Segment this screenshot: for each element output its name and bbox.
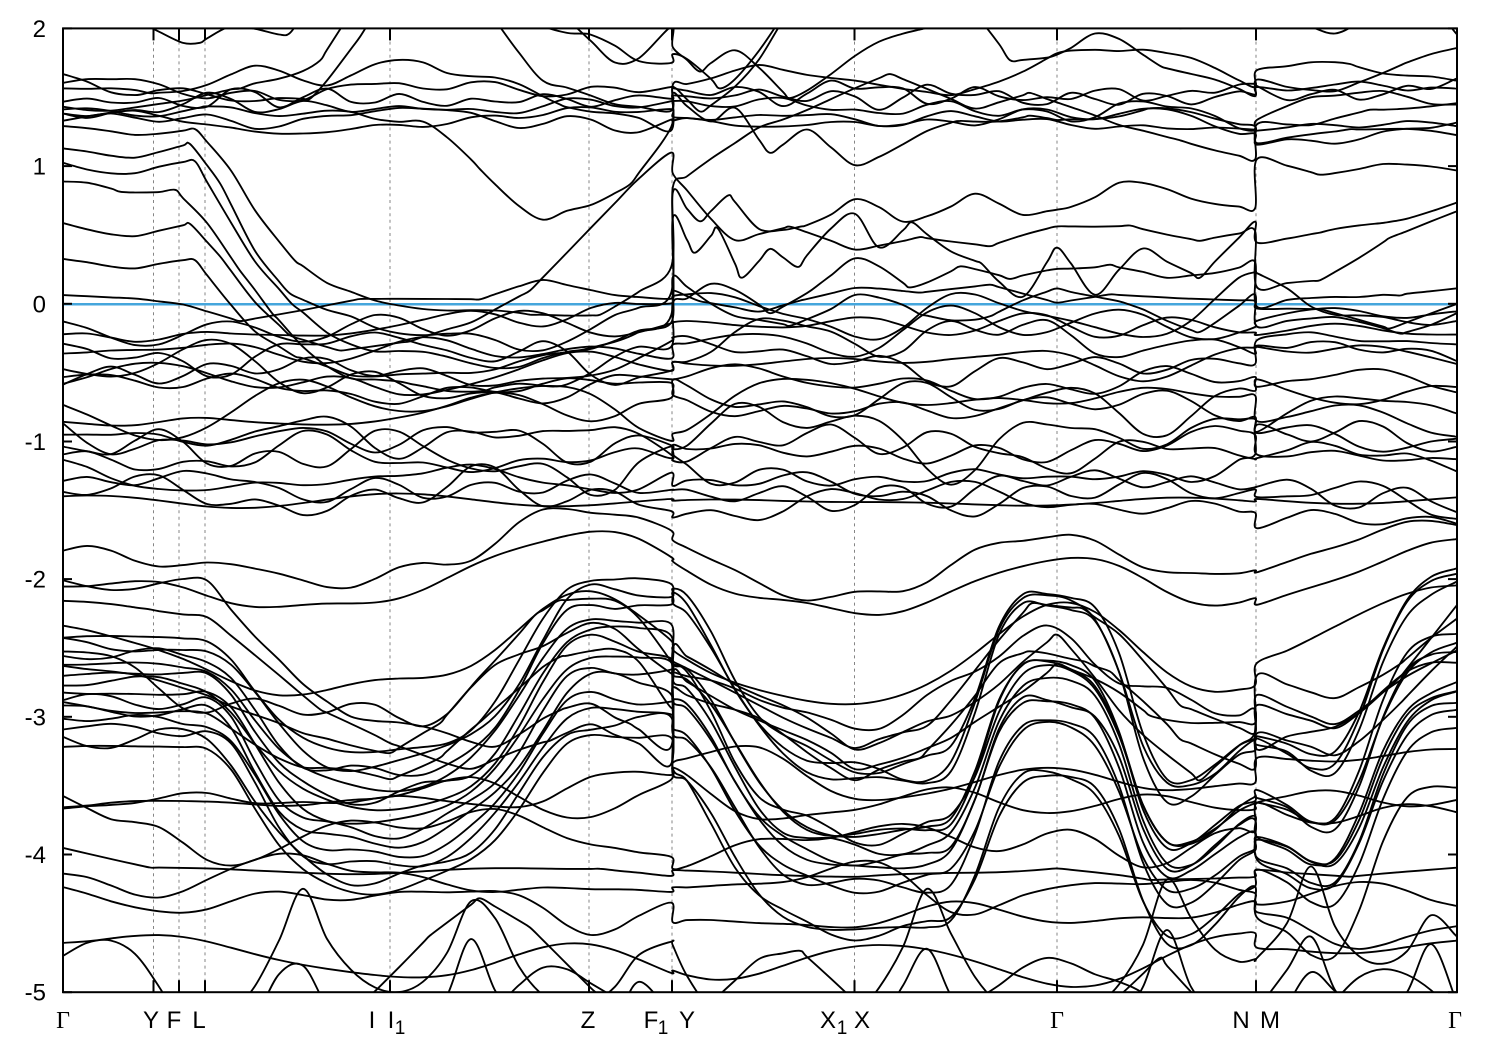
svg-text:Γ: Γ — [1448, 1008, 1462, 1034]
svg-text:N: N — [1232, 1007, 1249, 1034]
svg-text:1: 1 — [33, 154, 46, 181]
svg-text:0: 0 — [33, 291, 46, 318]
svg-text:Γ: Γ — [1050, 1008, 1064, 1034]
svg-text:2: 2 — [33, 16, 46, 43]
svg-text:Y: Y — [679, 1007, 695, 1034]
svg-text:L: L — [192, 1007, 205, 1034]
svg-text:1: 1 — [395, 1018, 406, 1039]
svg-text:1: 1 — [658, 1018, 669, 1039]
svg-text:Z: Z — [581, 1007, 596, 1034]
svg-text:-5: -5 — [25, 980, 46, 1007]
svg-text:-1: -1 — [25, 429, 46, 456]
svg-text:-2: -2 — [25, 567, 46, 594]
svg-text:-3: -3 — [25, 704, 46, 731]
svg-text:Γ: Γ — [56, 1008, 70, 1034]
svg-text:1: 1 — [837, 1018, 848, 1039]
svg-text:I: I — [369, 1007, 376, 1034]
svg-text:X: X — [854, 1007, 870, 1034]
svg-text:X: X — [820, 1007, 836, 1034]
svg-text:I: I — [388, 1007, 395, 1034]
svg-text:M: M — [1260, 1007, 1280, 1034]
svg-text:Y: Y — [143, 1007, 159, 1034]
svg-text:F: F — [167, 1007, 182, 1034]
svg-text:F: F — [644, 1007, 659, 1034]
svg-text:-4: -4 — [25, 842, 46, 869]
